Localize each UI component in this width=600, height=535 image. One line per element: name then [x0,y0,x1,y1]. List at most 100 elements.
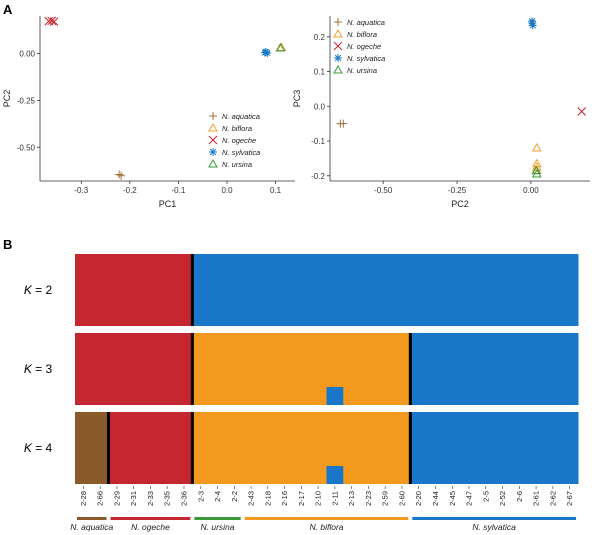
ancestry-segment [410,333,579,405]
sample-label: 2-45 [448,491,457,506]
group-bar-n-biflora [244,517,409,520]
legend-entry-n-biflora: N. biflora [347,30,377,39]
legend-entry-n-ogeche: N. ogeche [222,136,256,145]
k-label: K = 2 [24,283,53,297]
ancestry-segment [192,254,579,326]
x-tick-label: 0.00 [523,186,539,195]
sample-label: 2-17 [297,491,306,506]
legend-marker-n-ogeche [208,135,218,145]
y-tick-label: 0.2 [314,33,326,42]
legend-entry-n-biflora: N. biflora [222,124,252,133]
sample-label: 2-67 [565,491,574,506]
group-label-n-aquatica: N. aquatica [70,522,113,532]
sample-label: 2-31 [129,491,138,506]
sample-label: 2-13 [347,491,356,506]
group-boundary [190,412,194,484]
ancestry-segment [192,412,411,484]
point-n-sylvatica [528,21,537,30]
point-n-sylvatica [263,48,272,57]
ancestry-segment [192,333,411,405]
sample-label: 2-36 [179,491,188,506]
point-n-sylvatica [528,17,537,26]
point-n-aquatica [117,171,126,180]
sample-label: 2-62 [548,491,557,506]
y-tick-label: 0.1 [314,68,326,77]
structure-row-k-2: K = 2 [24,254,579,326]
y-tick-label: 0.0 [314,102,326,111]
x-tick-label: -0.25 [448,186,467,195]
group-label-n-sylvatica: N. sylvatica [472,522,516,532]
y-axis-title: PC3 [292,90,302,108]
point-n-aquatica [339,119,348,128]
x-tick-label: 0.1 [270,186,282,195]
group-boundary [408,333,412,405]
group-boundary [190,333,194,405]
group-bar-n-ursina [194,517,241,520]
sample-label: 2-10 [314,491,323,506]
legend-marker-n-ursina [208,158,218,168]
x-tick-label: 0.0 [221,186,233,195]
ancestry-patch [326,387,344,405]
legend-entry-n-ogeche: N. ogeche [347,42,381,51]
ancestry-segment [108,412,193,484]
legend-marker-n-ogeche [333,41,343,51]
legend: N. aquatica N. biflora N. ogeche N. sylvati… [208,112,260,169]
sample-label: 2-23 [364,491,373,506]
legend-marker-n-aquatica [209,112,217,120]
legend-entry-n-ursina: N. ursina [347,66,377,75]
sample-label: 2-4 [213,491,222,502]
legend-marker-n-biflora [208,122,218,132]
point-n-ogeche [49,17,59,26]
sample-label: 2-16 [280,491,289,506]
pca-plot-pc2-pc3: -0.50 -0.25 0.00 0.2 0.1 0.0 -0.1 -0.2 PC2 PC3 N. … [292,16,590,209]
group-bar-n-sylvatica [412,517,576,520]
k-label: K = 3 [24,362,53,376]
sample-label: 2-18 [263,491,272,506]
point-n-ursina [531,165,542,175]
point-n-biflora [531,142,542,152]
y-axis-title: PC2 [2,90,12,108]
panel-letter-a: A [3,2,13,17]
sample-label: 2-59 [381,491,390,506]
x-axis-title: PC2 [451,199,469,209]
group-boundary [408,412,412,484]
y-tick-label: -0.25 [17,96,36,105]
group-boundary [107,412,111,484]
sample-label: 2-3 [196,491,205,502]
structure-plot: K = 2 K = 3 K = 4 2-28 2-66 2-29 2-31 2-33 2-35 2… [24,254,579,532]
legend-marker-n-ursina [333,64,343,74]
y-tick-label: -0.2 [311,172,325,181]
y-tick-label: -0.1 [311,137,325,146]
ancestry-segment [75,254,193,326]
x-tick-label: -0.3 [74,186,88,195]
group-label-n-ogeche: N. ogeche [131,522,170,532]
sample-label: 2-2 [230,491,239,502]
sample-label: 2-20 [414,491,423,506]
ancestry-segment [410,412,579,484]
group-boundary [190,254,194,326]
ancestry-patch [326,466,344,484]
legend-marker-n-aquatica [334,18,342,26]
legend-marker-n-biflora [333,28,343,38]
x-tick-label: -0.50 [374,186,393,195]
sample-label: 2-33 [146,491,155,506]
group-label-n-biflora: N. biflora [309,522,343,532]
point-n-ogeche [577,107,587,116]
point-n-ogeche [47,16,57,26]
legend-entry-n-ursina: N. ursina [222,160,252,169]
structure-row-k-3: K = 3 [24,333,579,405]
sample-label: 2-47 [465,491,474,506]
sample-label: 2-61 [532,491,541,506]
structure-row-k-4: K = 4 [24,412,579,484]
legend-entry-n-aquatica: N. aquatica [347,18,385,27]
sample-label: 2-5 [481,491,490,502]
sample-label: 2-44 [431,491,440,506]
sample-label: 2-66 [96,491,105,506]
y-tick-label: -0.50 [17,143,36,152]
sample-label: 2-35 [163,491,172,506]
panel-letter-b: B [3,237,12,252]
pca-plot-pc1-pc2: -0.3 -0.2 -0.1 0.0 0.1 0.00 -0.25 -0.50 PC1 PC2 N.… [2,16,295,209]
sample-label: 2-28 [79,491,88,506]
x-tick-label: -0.1 [172,186,186,195]
